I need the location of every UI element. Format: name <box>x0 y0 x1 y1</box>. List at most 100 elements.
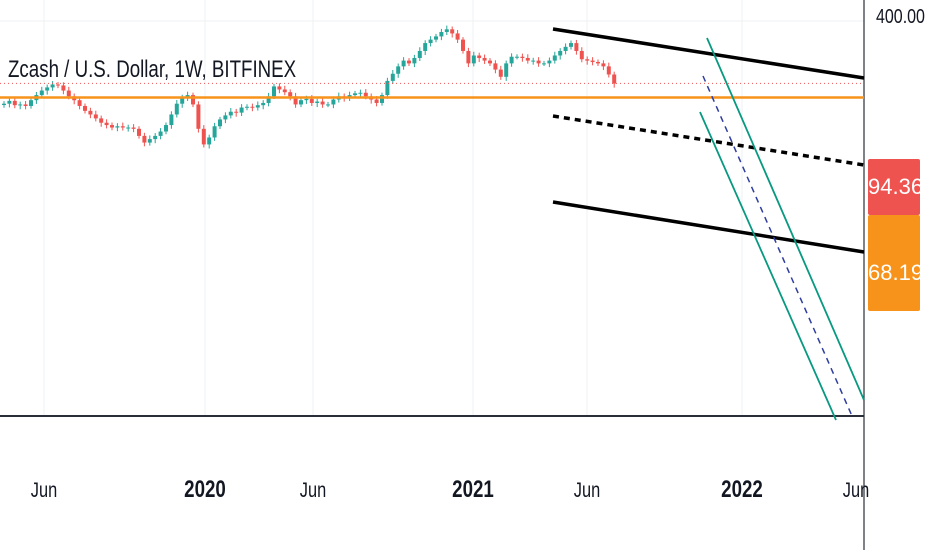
candle-body <box>126 127 131 129</box>
candle-body <box>304 98 309 101</box>
candle-body <box>158 131 163 136</box>
candle-body <box>315 101 320 103</box>
time-axis-tick-label: 2021 <box>452 476 494 503</box>
candle-body <box>147 139 152 143</box>
channel-median-line <box>552 114 865 167</box>
candle-body <box>466 50 471 64</box>
falling-channel-lower-line <box>699 111 837 421</box>
candle-body <box>191 95 195 105</box>
candle-body <box>493 63 498 70</box>
candle-body <box>23 104 28 106</box>
candle-body <box>266 96 271 103</box>
candle-body <box>407 60 411 64</box>
candle-body <box>579 50 584 60</box>
candle-body <box>110 125 114 128</box>
candle-body <box>261 102 266 106</box>
candle-body <box>83 105 87 111</box>
candle-body <box>272 86 276 97</box>
candle-body <box>282 89 287 93</box>
candle-body <box>288 92 293 97</box>
falling-channel-median-line <box>702 75 853 417</box>
candle-body <box>196 104 201 129</box>
candle-body <box>250 106 255 108</box>
chart-title: Zcash / U.S. Dollar, 1W, BITFINEX <box>8 56 297 83</box>
candle-body <box>12 100 17 106</box>
candle-body <box>358 92 363 94</box>
candle-body <box>450 29 455 34</box>
candle-body <box>542 63 546 65</box>
channel-lower-line <box>552 200 865 254</box>
candle-body <box>552 55 557 61</box>
candle-body <box>153 135 158 140</box>
candle-body <box>412 57 417 64</box>
candle-body <box>61 85 66 91</box>
candle-body <box>326 104 330 106</box>
candle-body <box>115 126 120 128</box>
candle-body <box>374 99 379 103</box>
candle-body <box>234 111 239 113</box>
candle-body <box>45 87 50 91</box>
support-level-tag: 68.19 <box>868 215 923 311</box>
candle-body <box>7 100 12 104</box>
candle-body <box>180 97 185 104</box>
candle-body <box>590 60 595 62</box>
candle-body <box>120 126 125 128</box>
time-axis-tick-label: Jun <box>843 478 869 501</box>
candle-body <box>218 119 222 127</box>
candle-body <box>137 128 141 136</box>
candle-body <box>525 57 530 61</box>
candle-body <box>164 125 168 132</box>
candle-body <box>2 103 6 106</box>
trend-drawings <box>0 27 865 421</box>
candle-body <box>455 33 460 40</box>
candle-body <box>444 29 449 33</box>
candle-body <box>401 60 406 67</box>
candle-body <box>482 57 487 61</box>
candle-body <box>77 100 82 106</box>
candle-body <box>461 39 465 51</box>
time-axis-tick-label: 2022 <box>721 476 763 503</box>
candle-body <box>439 32 444 37</box>
candle-body <box>201 128 206 145</box>
candle-body <box>207 137 212 145</box>
candle-body <box>380 95 384 103</box>
candle-body <box>612 74 617 84</box>
candle-body <box>417 50 422 58</box>
candle-body <box>428 39 433 44</box>
candle-body <box>293 96 298 105</box>
candle-body <box>477 55 482 58</box>
candle-body <box>434 36 438 40</box>
candle-body <box>536 60 541 64</box>
candle-body <box>169 114 174 126</box>
last-price-tag: 94.36 <box>868 159 923 215</box>
candle-body <box>396 66 401 74</box>
candle-body <box>18 104 23 106</box>
candle-body <box>585 59 590 61</box>
candle-body <box>498 69 503 77</box>
candle-body <box>471 55 476 64</box>
time-axis-tick-label: Jun <box>300 478 326 501</box>
candle-body <box>423 43 428 51</box>
candle-body <box>309 98 314 103</box>
candle-body <box>99 118 104 123</box>
candle-body <box>228 111 233 116</box>
candle-body <box>353 93 357 96</box>
candle-body <box>558 50 563 56</box>
candle-body <box>606 66 611 75</box>
candle-body <box>520 56 525 58</box>
candle-body <box>245 106 249 108</box>
candle-body <box>385 80 390 96</box>
candle-body <box>601 63 606 67</box>
candle-body <box>66 90 71 97</box>
candle-body <box>56 84 60 86</box>
candle-body <box>563 46 568 51</box>
candle-body <box>131 127 136 129</box>
candle-body <box>531 60 536 62</box>
time-axis-tick-label: Jun <box>31 478 57 501</box>
candle-body <box>331 99 336 105</box>
candle-body <box>29 100 33 106</box>
candle-body <box>299 100 303 105</box>
time-axis[interactable]: Jun 2020 Jun 2021 Jun 2022 Jun <box>31 476 869 503</box>
time-axis-tick-label: Jun <box>574 478 600 501</box>
